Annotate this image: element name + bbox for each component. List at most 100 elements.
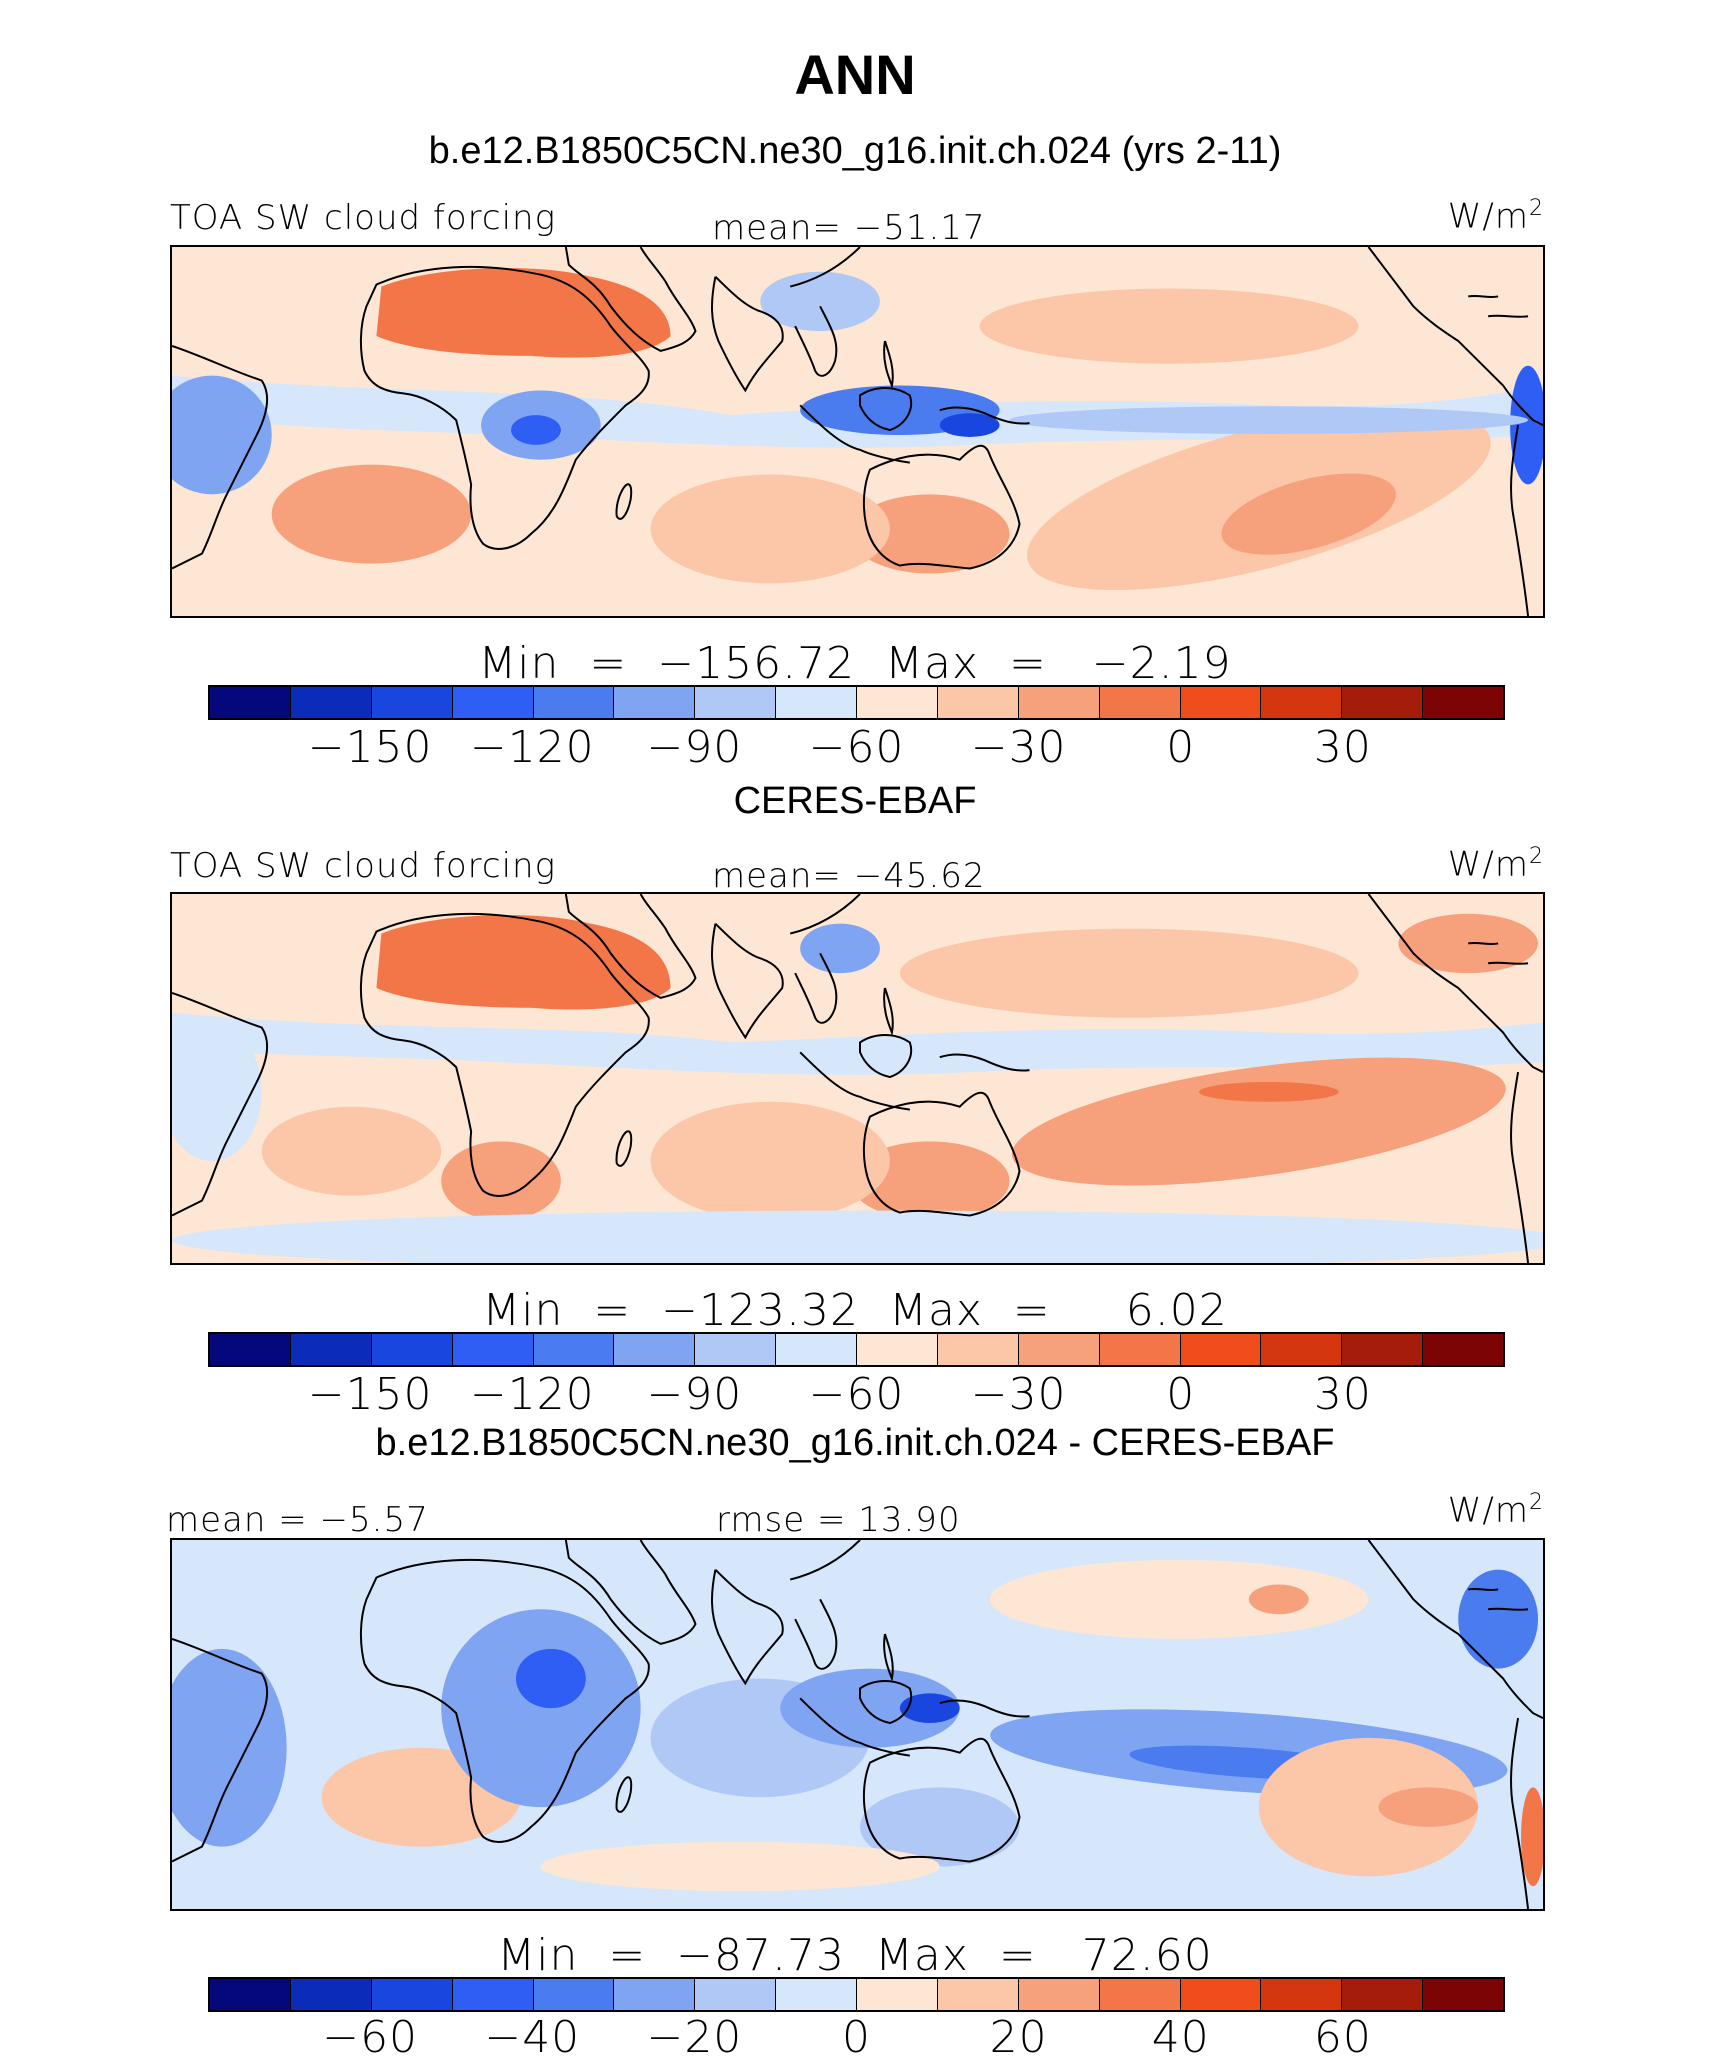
coastline: [564, 894, 697, 999]
panel-2-min-max: Min = −123.32 Max = 6.02: [482, 1285, 1228, 1336]
colorbar-tick-label: −150: [307, 1369, 433, 1420]
colorbar-box: [1342, 687, 1424, 718]
panel-3-min-max: Min = −87.73 Max = 72.60: [497, 1930, 1213, 1981]
coastline: [710, 922, 784, 1040]
colorbar-tick-label: −90: [646, 722, 743, 773]
colorbar-box: [371, 687, 453, 718]
coastline: [789, 894, 861, 1024]
colorbar-tick-label: −30: [970, 722, 1067, 773]
southeast-pacific-core: [1378, 1787, 1479, 1827]
coastline: [359, 265, 650, 550]
panel-3-title: b.e12.B1850C5CN.ne30_g16.init.ch.024 - C…: [375, 1422, 1335, 1464]
panel-2-variable-label: TOA SW cloud forcing: [170, 846, 556, 886]
colorbar-box: [937, 1334, 1019, 1365]
colorbar-box: [1180, 1334, 1262, 1365]
panel-1-variable-label: TOA SW cloud forcing: [170, 198, 556, 238]
africa-negative: [441, 1609, 641, 1808]
tropical-convective-band: [172, 1012, 1543, 1075]
china-coast: [800, 923, 880, 974]
coastline: [1510, 1717, 1530, 1909]
coastline: [799, 404, 910, 464]
panel-1-map: [170, 245, 1545, 618]
colorbar-box: [1423, 1334, 1503, 1365]
panel-2-title: CERES-EBAF: [733, 780, 977, 822]
south-atlantic: [261, 1106, 442, 1196]
colorbar-tick-label: 0: [842, 2012, 871, 2063]
maritime-negative: [780, 1668, 960, 1748]
coastline: [1367, 1540, 1543, 1719]
coastline: [789, 247, 861, 377]
coastline: [799, 1697, 910, 1757]
colorbar-box: [290, 687, 372, 718]
coastline: [939, 1699, 1030, 1718]
colorbar-box: [371, 1334, 453, 1365]
panel-3-colorbar: [208, 1977, 1505, 2012]
andes-edge-positive: [1521, 1787, 1543, 1887]
colorbar-box: [290, 1979, 372, 2010]
maritime-core: [899, 1693, 960, 1724]
coastline: [858, 1679, 913, 1725]
panel-3-mean-label: mean = −5.57: [166, 1500, 429, 1540]
coastline: [858, 1033, 913, 1079]
colorbar-box: [1423, 1979, 1503, 2010]
figure-title: ANN: [794, 43, 916, 106]
colorbar-box: [937, 1979, 1019, 2010]
australia: [850, 494, 1010, 574]
colorbar-box: [857, 1334, 938, 1365]
itcz-pacific: [1009, 406, 1529, 434]
coastline: [564, 247, 697, 352]
colorbar-tick-label: −120: [469, 722, 595, 773]
panel-1-mean-label: mean= −51.17: [712, 208, 986, 248]
panel-3-map: [170, 1538, 1545, 1911]
amazon: [172, 375, 272, 495]
africa-south: [441, 1141, 561, 1221]
coastline: [939, 1053, 1030, 1072]
coastline: [564, 1540, 697, 1645]
panel-1-min-max: Min = −156.72 Max = −2.19: [478, 638, 1232, 689]
colorbar-tick-label: −60: [808, 1369, 905, 1420]
north-africa-arabia-high: [376, 915, 671, 1010]
colorbar-box: [533, 1334, 615, 1365]
subtropical-north-pacific: [979, 288, 1359, 364]
colorbar-tick-label: −60: [322, 2012, 419, 2063]
colorbar-box: [776, 1334, 857, 1365]
colorbar-tick-label: −40: [484, 2012, 581, 2063]
colorbar-box: [1018, 1979, 1100, 2010]
colorbar-box: [371, 1979, 453, 2010]
colorbar-box: [452, 1334, 534, 1365]
colorbar-box: [210, 687, 291, 718]
coastline: [710, 1568, 784, 1686]
colorbar-tick-label: 30: [1313, 1369, 1372, 1420]
panel-2-colorbar-ticks: −150 −120 −90 −60 −30 0 30: [208, 1369, 1505, 1424]
south-pacific-core: [1199, 1081, 1339, 1102]
colorbar-box: [1099, 1979, 1181, 2010]
coastline: [799, 1051, 910, 1111]
coastline: [615, 1130, 633, 1167]
colorbar-box: [695, 1334, 777, 1365]
amazon-negative: [172, 1648, 287, 1847]
panel-1-colorbar: [208, 685, 1505, 720]
colorbar-tick-label: −120: [469, 1369, 595, 1420]
colorbar-box: [210, 1334, 291, 1365]
colorbar-box: [614, 1979, 696, 2010]
colorbar-box: [1261, 687, 1343, 718]
colorbar-box: [1180, 1979, 1262, 2010]
coastline: [862, 1091, 1021, 1217]
africa-core: [511, 415, 561, 445]
subtropical-south-pacific: [1011, 1057, 1506, 1186]
coastline: [172, 1637, 269, 1863]
south-pacific-core: [1221, 473, 1396, 555]
colorbar-box: [533, 1979, 615, 2010]
colorbar-box: [695, 687, 777, 718]
colorbar-box: [452, 687, 534, 718]
amazon: [172, 1022, 262, 1162]
north-pacific-positive: [989, 1559, 1369, 1639]
colorbar-tick-label: 60: [1313, 2012, 1372, 2063]
colorbar-tick-label: 0: [1166, 722, 1196, 773]
colorbar-tick-label: 40: [1151, 2012, 1210, 2063]
colorbar-box: [1423, 687, 1503, 718]
coastline: [615, 483, 633, 520]
south-atlantic: [271, 464, 472, 564]
coastline: [359, 1558, 650, 1843]
southern-mid-latitudes: [172, 1210, 1543, 1263]
